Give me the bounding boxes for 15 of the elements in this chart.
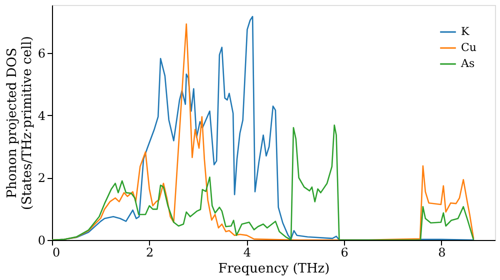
- line-series: [52, 124, 474, 240]
- y-tick-label: 0: [38, 234, 46, 248]
- legend-label: Cu: [461, 41, 477, 54]
- y-tick-label: 2: [38, 171, 46, 186]
- legend-label: As: [460, 57, 475, 70]
- x-tick-label: 6: [340, 246, 348, 260]
- y-axis-title: Phonon projected DOS (States/THz·primitive cell): [4, 36, 35, 210]
- x-tick-label: 8: [438, 246, 446, 260]
- y-tick-label: 4: [38, 108, 46, 123]
- y-tick-label: 6: [38, 46, 46, 61]
- legend-label: K: [461, 25, 470, 38]
- x-tick-label: 2: [146, 246, 154, 260]
- x-tick-label: 4: [243, 246, 252, 260]
- x-axis-title: Frequency (THz): [218, 262, 330, 276]
- x-tick-label: 0: [52, 246, 60, 260]
